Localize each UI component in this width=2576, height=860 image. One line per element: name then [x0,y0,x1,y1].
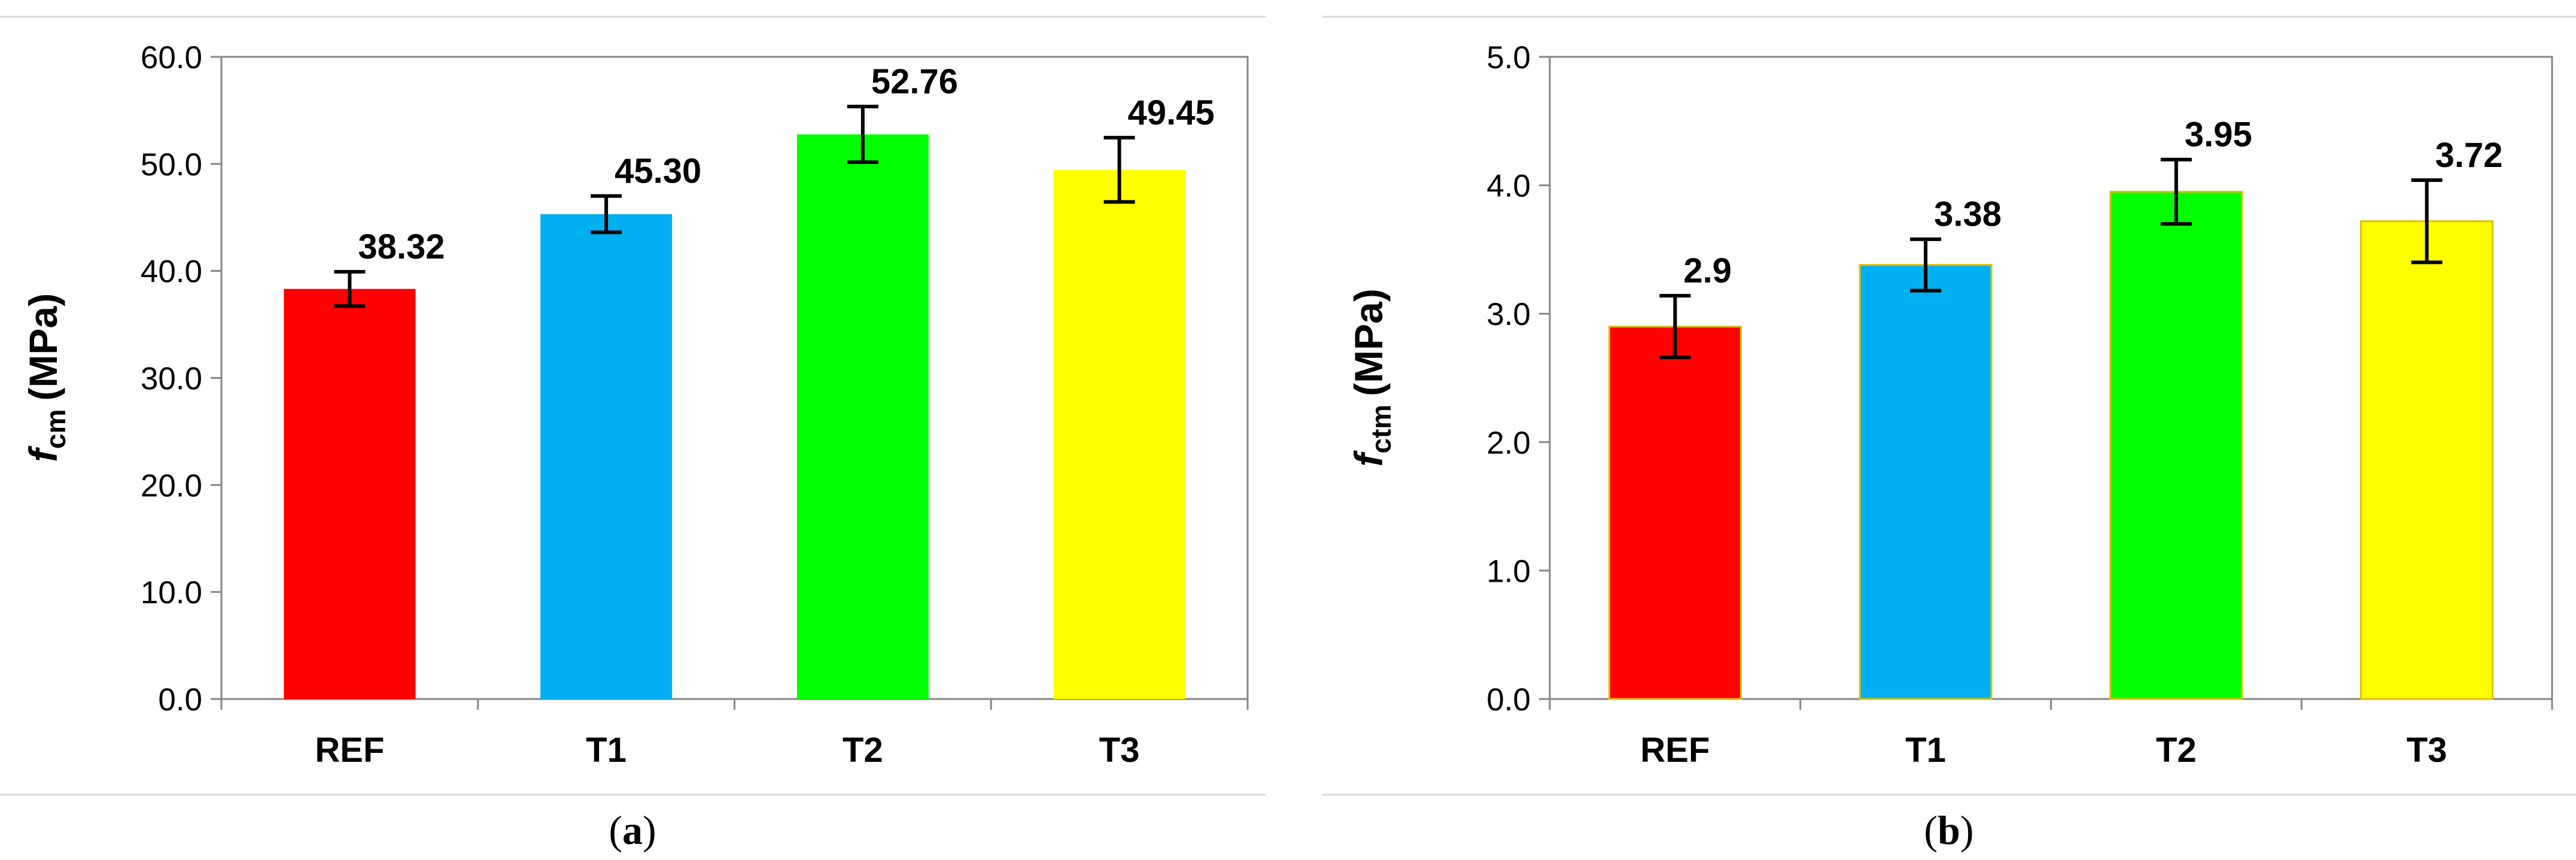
error-bar [1659,294,1691,360]
data-label: 49.45 [1128,93,1215,132]
y-tick-label: 40.0 [141,254,202,290]
y-tick-label: 3.0 [1486,297,1531,332]
x-category-label: T1 [586,731,626,770]
data-label: 3.95 [2185,116,2252,154]
y-tick-label: 30.0 [141,361,202,397]
y-axis-title: fcm(MPa) [21,293,71,462]
x-category-label: T2 [2156,731,2197,770]
panel-b-label: (b) [1924,807,1973,853]
bar-t3 [1053,169,1185,699]
y-tick-label: 50.0 [141,147,202,183]
y-tick-label: 10.0 [141,575,202,610]
data-label: 3.38 [1934,195,2002,234]
bar-ref [1608,326,1742,700]
data-label: 3.72 [2435,136,2503,175]
bar-t1 [1859,264,1993,700]
x-category-label: T3 [2407,731,2447,770]
y-tick-label: 5.0 [1486,40,1531,75]
panel-a-label: (a) [609,807,656,853]
error-bar [1910,237,1942,293]
chart-a: 0.0 10.0 20.0 30.0 40.0 50.0 60.0 38.32 REF 45.30… [21,40,1249,770]
y-tick-label: 2.0 [1486,426,1531,461]
data-label: 38.32 [358,227,445,266]
y-tick-label: 4.0 [1486,169,1531,204]
error-bar [591,194,622,235]
error-bar [334,270,366,308]
bar-t3 [2360,220,2494,700]
panel-b: 0.0 1.0 2.0 3.0 4.0 5.0 2.9 REF 3.38 T1 3.95 T2 3.72… [1322,16,2576,853]
panel-a: 0.0 10.0 20.0 30.0 40.0 50.0 60.0 38.32 REF 45.30… [0,16,1266,853]
data-label: 45.30 [615,151,701,190]
y-axis-title: fctm(MPa) [1346,288,1397,466]
x-category-label: REF [315,731,384,770]
bar-ref [284,288,416,699]
y-tick-label: 20.0 [141,468,202,503]
x-category-label: T3 [1099,731,1140,770]
bar-t1 [540,214,673,699]
data-label: 2.9 [1683,251,1732,290]
chart-b: 0.0 1.0 2.0 3.0 4.0 5.0 2.9 REF 3.38 T1 3.95 T2 3.72… [1346,40,2553,770]
y-tick-label: 60.0 [141,40,202,75]
error-bar [1103,136,1135,204]
x-category-label: T2 [843,731,883,770]
error-bar [847,104,878,164]
bar-t2 [2109,190,2243,700]
y-tick-label: 0.0 [1486,682,1531,718]
bar-t2 [796,134,929,699]
y-tick-label: 0.0 [158,682,202,718]
error-bar [2411,178,2443,265]
error-bar [2160,157,2192,226]
y-tick-label: 1.0 [1486,554,1531,589]
x-category-label: REF [1640,731,1710,770]
data-label: 52.76 [871,62,958,101]
x-category-label: T1 [1905,731,1946,770]
